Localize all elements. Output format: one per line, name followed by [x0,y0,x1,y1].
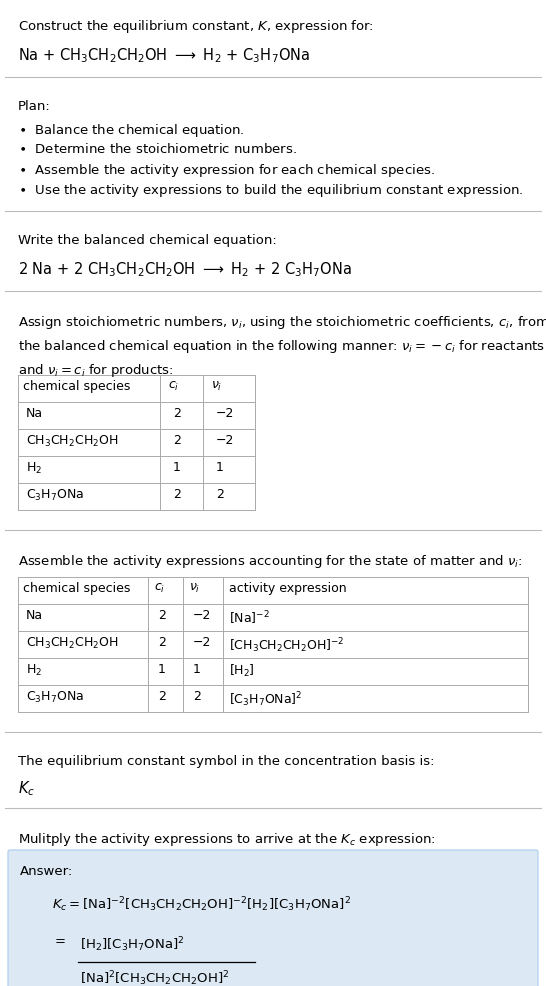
Text: activity expression: activity expression [229,582,347,595]
FancyBboxPatch shape [8,850,538,986]
Text: $c_i$: $c_i$ [154,582,165,595]
Text: Write the balanced chemical equation:: Write the balanced chemical equation: [18,234,277,246]
Text: −2: −2 [193,635,211,649]
Text: $\bullet$  Determine the stoichiometric numbers.: $\bullet$ Determine the stoichiometric n… [18,142,297,156]
Text: C$_3$H$_7$ONa: C$_3$H$_7$ONa [26,689,84,704]
Text: 2: 2 [216,487,224,501]
Text: CH$_3$CH$_2$CH$_2$OH: CH$_3$CH$_2$CH$_2$OH [26,635,118,651]
Text: −2: −2 [216,406,234,420]
Text: Na + CH$_3$CH$_2$CH$_2$OH $\longrightarrow$ H$_2$ + C$_3$H$_7$ONa: Na + CH$_3$CH$_2$CH$_2$OH $\longrightarr… [18,46,310,65]
Text: Na: Na [26,608,43,621]
Text: 2: 2 [158,635,166,649]
Text: 2: 2 [173,434,181,447]
Text: [C$_3$H$_7$ONa]$^2$: [C$_3$H$_7$ONa]$^2$ [229,689,302,708]
Text: H$_2$: H$_2$ [26,460,42,475]
Text: −2: −2 [216,434,234,447]
Text: $=$: $=$ [52,932,66,945]
Text: [Na]$^{-2}$: [Na]$^{-2}$ [229,608,270,626]
Text: $\nu_i$: $\nu_i$ [189,582,200,595]
Text: 2: 2 [173,406,181,420]
Text: [CH$_3$CH$_2$CH$_2$OH]$^{-2}$: [CH$_3$CH$_2$CH$_2$OH]$^{-2}$ [229,635,345,654]
Text: C$_3$H$_7$ONa: C$_3$H$_7$ONa [26,487,84,503]
Text: $\bullet$  Assemble the activity expression for each chemical species.: $\bullet$ Assemble the activity expressi… [18,162,435,178]
Text: CH$_3$CH$_2$CH$_2$OH: CH$_3$CH$_2$CH$_2$OH [26,434,118,449]
Text: $K_c = [\mathrm{Na}]^{-2}[\mathrm{CH_3CH_2CH_2OH}]^{-2}[\mathrm{H_2}][\mathrm{C_: $K_c = [\mathrm{Na}]^{-2}[\mathrm{CH_3CH… [52,894,351,913]
Text: Assign stoichiometric numbers, $\nu_i$, using the stoichiometric coefficients, $: Assign stoichiometric numbers, $\nu_i$, … [18,314,546,379]
Text: Construct the equilibrium constant, $K$, expression for:: Construct the equilibrium constant, $K$,… [18,18,374,35]
Text: 2 Na + 2 CH$_3$CH$_2$CH$_2$OH $\longrightarrow$ H$_2$ + 2 C$_3$H$_7$ONa: 2 Na + 2 CH$_3$CH$_2$CH$_2$OH $\longrigh… [18,259,352,278]
Text: $K_c$: $K_c$ [18,778,35,797]
Text: 1: 1 [173,460,181,473]
Text: Assemble the activity expressions accounting for the state of matter and $\nu_i$: Assemble the activity expressions accoun… [18,552,523,570]
Text: $[\mathrm{Na}]^2[\mathrm{CH_3CH_2CH_2OH}]^2$: $[\mathrm{Na}]^2[\mathrm{CH_3CH_2CH_2OH}… [80,968,229,986]
Text: Mulitply the activity expressions to arrive at the $K_c$ expression:: Mulitply the activity expressions to arr… [18,830,436,847]
Text: 1: 1 [193,663,201,675]
Text: Na: Na [26,406,43,420]
Text: [H$_2$]: [H$_2$] [229,663,255,678]
Text: 1: 1 [158,663,166,675]
Text: The equilibrium constant symbol in the concentration basis is:: The equilibrium constant symbol in the c… [18,754,435,767]
Text: 2: 2 [173,487,181,501]
Text: Answer:: Answer: [20,864,73,878]
Text: $\nu_i$: $\nu_i$ [211,380,222,392]
Text: 2: 2 [158,608,166,621]
Text: $[\mathrm{H_2}][\mathrm{C_3H_7ONa}]^2$: $[\mathrm{H_2}][\mathrm{C_3H_7ONa}]^2$ [80,934,185,952]
Text: $\bullet$  Use the activity expressions to build the equilibrium constant expres: $\bullet$ Use the activity expressions t… [18,181,524,199]
Text: chemical species: chemical species [23,380,130,392]
Text: H$_2$: H$_2$ [26,663,42,677]
Text: $c_i$: $c_i$ [168,380,179,392]
Text: $\bullet$  Balance the chemical equation.: $\bullet$ Balance the chemical equation. [18,122,245,139]
Text: chemical species: chemical species [23,582,130,595]
Text: Plan:: Plan: [18,100,51,112]
Text: −2: −2 [193,608,211,621]
Text: 2: 2 [158,689,166,702]
Text: 1: 1 [216,460,224,473]
Text: 2: 2 [193,689,201,702]
